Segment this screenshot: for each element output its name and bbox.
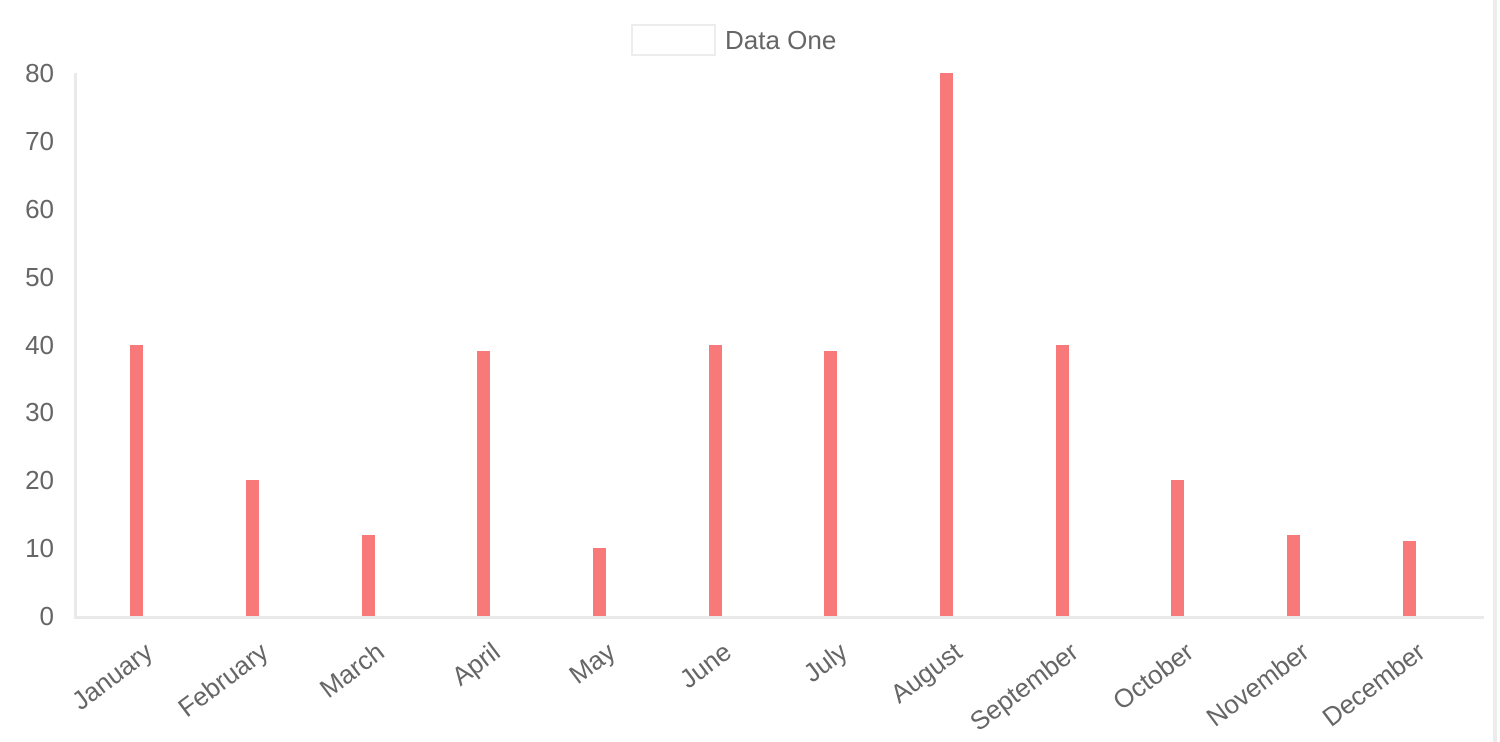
x-tick-label-june: June	[673, 636, 737, 695]
x-tick-label-december: December	[1316, 636, 1431, 733]
x-tick-label-april: April	[445, 636, 506, 692]
bar-may[interactable]	[592, 548, 606, 616]
x-tick-label-may: May	[563, 636, 621, 690]
y-tick-70: 70	[25, 125, 54, 156]
x-tick-label-february: February	[172, 636, 274, 723]
bar-february[interactable]	[245, 480, 259, 616]
x-tick-label-january: January	[66, 636, 159, 716]
x-tick-label-september: September	[963, 636, 1084, 737]
x-tick-label-november: November	[1201, 636, 1315, 733]
bar-november[interactable]	[1286, 534, 1300, 616]
legend-item-data-one[interactable]: Data One	[631, 24, 836, 56]
bars-layer	[77, 73, 1484, 616]
y-tick-40: 40	[25, 329, 54, 360]
y-tick-50: 50	[25, 261, 54, 292]
legend: Data One	[631, 24, 836, 56]
bar-october[interactable]	[1171, 480, 1185, 616]
x-tick-label-august: August	[885, 636, 968, 709]
bar-january[interactable]	[130, 344, 144, 616]
y-axis: 0 10 20 30 40 50 60 70 80	[0, 0, 54, 742]
legend-label: Data One	[725, 25, 837, 55]
bar-march[interactable]	[361, 534, 375, 616]
bar-april[interactable]	[477, 351, 491, 616]
y-tick-30: 30	[25, 397, 54, 428]
x-tick-label-march: March	[313, 636, 390, 704]
x-tick-label-july: July	[797, 636, 853, 688]
bar-june[interactable]	[708, 344, 722, 616]
bar-august[interactable]	[939, 73, 953, 616]
bar-july[interactable]	[824, 351, 838, 616]
x-tick-label-october: October	[1107, 636, 1200, 716]
y-tick-60: 60	[25, 193, 54, 224]
legend-swatch-icon	[631, 24, 716, 56]
plot-area	[74, 73, 1484, 619]
y-tick-10: 10	[25, 533, 54, 564]
bar-september[interactable]	[1055, 344, 1069, 616]
y-tick-0: 0	[39, 601, 54, 631]
y-tick-80: 80	[25, 58, 54, 88]
bar-december[interactable]	[1402, 541, 1416, 616]
y-tick-20: 20	[25, 465, 54, 496]
scrollbar[interactable]	[1493, 0, 1497, 742]
